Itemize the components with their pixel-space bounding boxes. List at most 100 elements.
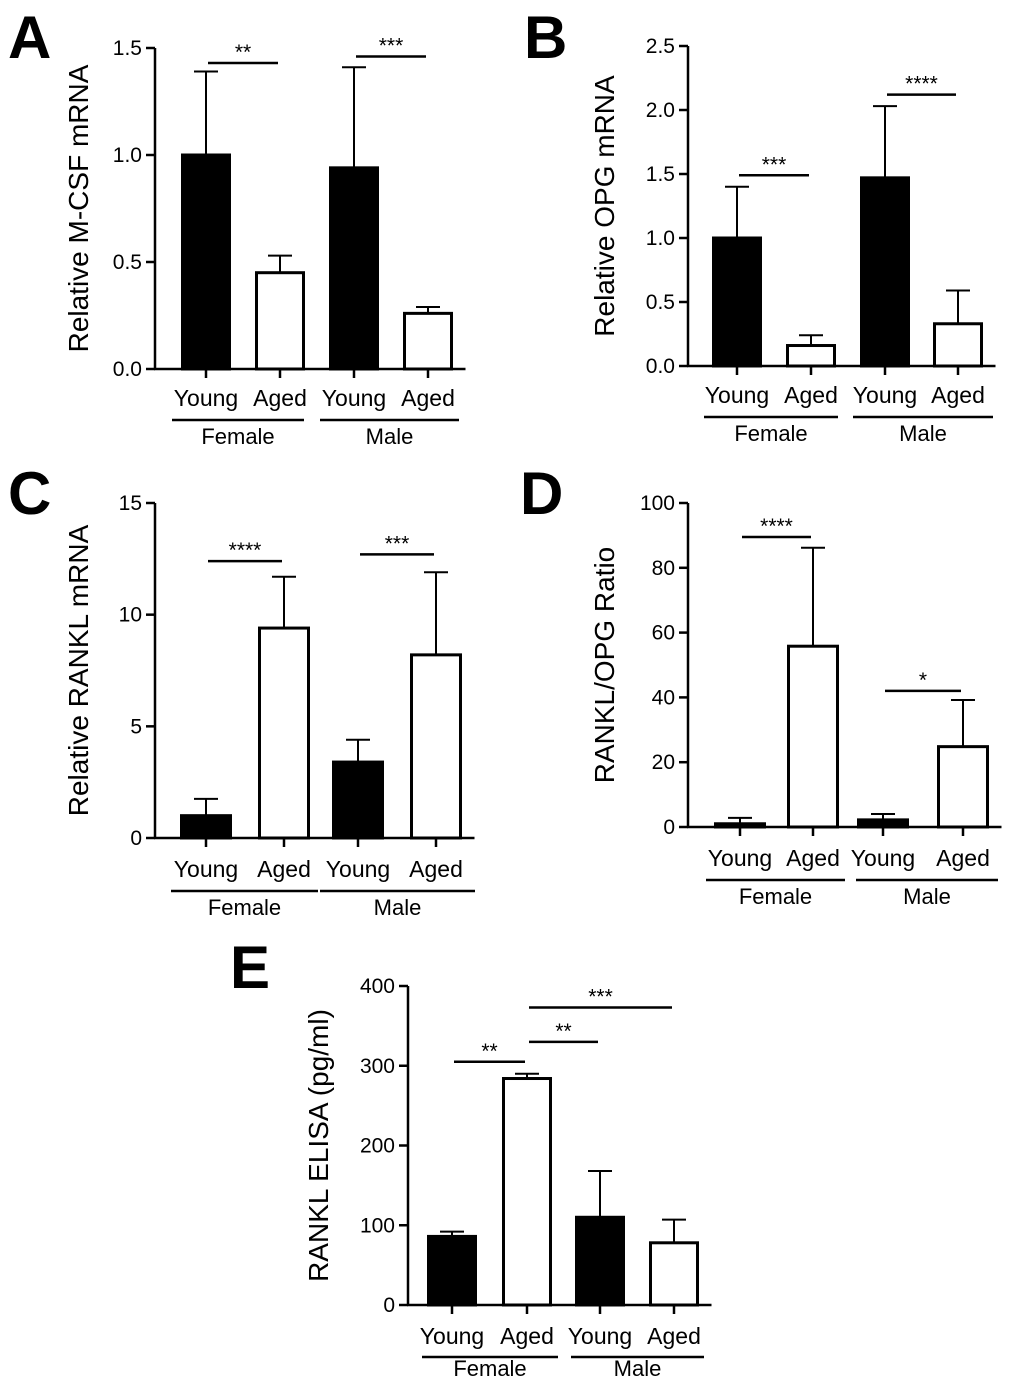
x-tick-label: Young xyxy=(420,1323,484,1349)
x-tick-label: Aged xyxy=(936,845,990,871)
x-tick-label: Aged xyxy=(500,1323,554,1349)
group-label: Male xyxy=(366,424,414,449)
x-tick-label: Young xyxy=(708,845,772,871)
panel-a: A Relative M-CSF mRNA 0.0 0.5 1.0 1.5 Young Age… xyxy=(8,4,466,449)
y-tick-label: 0.0 xyxy=(113,358,142,381)
panel-letter: D xyxy=(520,460,563,527)
bar xyxy=(860,176,910,368)
y-tick-label: 0.5 xyxy=(646,291,675,314)
significance-label: *** xyxy=(588,986,613,1009)
significance-label: **** xyxy=(905,73,938,96)
group-label: Female xyxy=(453,1356,526,1381)
significance-label: ** xyxy=(481,1040,497,1063)
group-label: Female xyxy=(734,421,807,446)
x-tick-label: Aged xyxy=(784,382,838,408)
y-tick-label: 1.5 xyxy=(646,163,675,186)
group-label: Female xyxy=(739,884,812,909)
x-tick-label: Young xyxy=(322,385,386,411)
y-axis-label: Relative OPG mRNA xyxy=(589,75,620,337)
y-tick-label: 100 xyxy=(640,492,675,515)
x-tick-label: Aged xyxy=(931,382,985,408)
y-axis-label: Relative RANKL mRNA xyxy=(63,524,94,816)
significance-label: * xyxy=(919,669,927,692)
bar xyxy=(329,166,379,371)
x-tick-label: Young xyxy=(326,856,390,882)
y-tick-label: 5 xyxy=(130,715,142,738)
panel-b: B Relative OPG mRNA 0.0 0.5 1.0 1.5 2.0 2.5 Youn… xyxy=(524,4,996,446)
bar xyxy=(575,1215,625,1307)
x-tick-label: Young xyxy=(853,382,917,408)
panel-letter: C xyxy=(8,460,51,527)
y-tick-label: 40 xyxy=(652,686,675,709)
significance-label: *** xyxy=(385,532,410,555)
bar xyxy=(937,745,989,829)
y-tick-label: 1.0 xyxy=(113,144,142,167)
y-tick-label: 300 xyxy=(360,1055,395,1078)
y-tick-label: 0 xyxy=(663,816,675,839)
significance-label: ** xyxy=(235,41,251,64)
group-label: Male xyxy=(374,895,422,920)
panel-c: C Relative RANKL mRNA 0 5 10 15 Young Aged Young… xyxy=(8,460,475,920)
panel-e: E RANKL ELISA (pg/ml) 0 100 200 300 400 Young Ag… xyxy=(230,934,712,1381)
bar xyxy=(410,653,462,840)
bar xyxy=(712,236,762,368)
x-tick-label: Aged xyxy=(257,856,311,882)
y-tick-label: 100 xyxy=(360,1214,395,1237)
x-tick-label: Young xyxy=(705,382,769,408)
bar xyxy=(255,271,305,371)
y-tick-label: 15 xyxy=(119,492,142,515)
significance-label: *** xyxy=(762,153,787,176)
y-tick-label: 20 xyxy=(652,751,675,774)
y-tick-label: 0.0 xyxy=(646,355,675,378)
y-tick-label: 2.5 xyxy=(646,35,675,58)
bar xyxy=(403,311,453,371)
y-tick-label: 2.0 xyxy=(646,99,675,122)
panel-letter: B xyxy=(524,4,567,71)
panel-letter: E xyxy=(230,934,270,1001)
bar xyxy=(332,760,384,840)
x-tick-label: Aged xyxy=(253,385,307,411)
bar xyxy=(857,818,909,829)
y-tick-label: 60 xyxy=(652,622,675,645)
x-tick-label: Young xyxy=(174,856,238,882)
significance-label: **** xyxy=(760,515,793,538)
y-tick-label: 0 xyxy=(130,827,142,850)
group-label: Male xyxy=(903,884,951,909)
y-tick-label: 10 xyxy=(119,604,142,627)
bar xyxy=(933,322,983,368)
significance-label: **** xyxy=(229,539,262,562)
bar xyxy=(180,814,232,840)
y-tick-label: 400 xyxy=(360,975,395,998)
panel-letter: A xyxy=(8,4,51,71)
group-label: Male xyxy=(899,421,947,446)
x-tick-label: Young xyxy=(851,845,915,871)
bar xyxy=(258,626,310,840)
x-tick-label: Aged xyxy=(786,845,840,871)
bar xyxy=(502,1077,552,1307)
y-tick-label: 200 xyxy=(360,1135,395,1158)
panel-d: D RANKL/OPG Ratio 0 20 40 60 80 100 Young Aged You… xyxy=(520,460,1002,909)
bar xyxy=(427,1234,477,1307)
y-axis-label: RANKL/OPG Ratio xyxy=(589,547,620,784)
significance-label: ** xyxy=(555,1020,571,1043)
y-tick-label: 1.5 xyxy=(113,37,142,60)
y-tick-label: 80 xyxy=(652,557,675,580)
bar xyxy=(787,644,839,829)
x-tick-label: Aged xyxy=(401,385,455,411)
y-axis-label: Relative M-CSF mRNA xyxy=(63,64,94,352)
group-label: Female xyxy=(208,895,281,920)
y-tick-label: 1.0 xyxy=(646,227,675,250)
y-tick-label: 0.5 xyxy=(113,251,142,274)
x-tick-label: Young xyxy=(568,1323,632,1349)
x-tick-label: Aged xyxy=(409,856,463,882)
bar xyxy=(786,344,836,368)
y-axis-label: RANKL ELISA (pg/ml) xyxy=(303,1009,334,1282)
x-tick-label: Young xyxy=(174,385,238,411)
group-label: Male xyxy=(614,1356,662,1381)
significance-label: *** xyxy=(379,35,404,58)
y-tick-label: 0 xyxy=(383,1294,395,1317)
group-label: Female xyxy=(201,424,274,449)
bar xyxy=(181,153,231,371)
bar xyxy=(714,822,766,829)
